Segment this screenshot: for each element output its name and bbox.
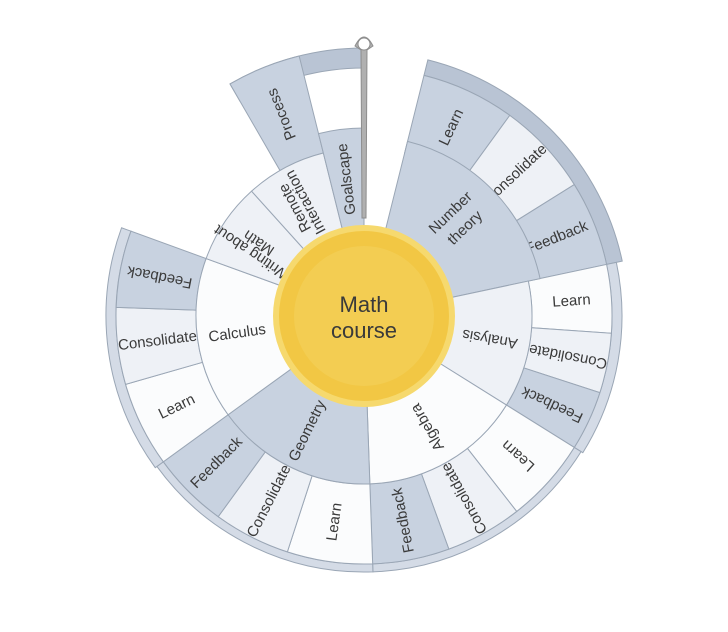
- center-label: course: [331, 318, 397, 343]
- center-label: Math: [340, 292, 389, 317]
- sunburst-chart: LearnConsolidateFeedbackLearnConsolidate…: [0, 0, 728, 632]
- ring2-segment[interactable]: [116, 231, 206, 310]
- pointer-knob[interactable]: [358, 38, 370, 50]
